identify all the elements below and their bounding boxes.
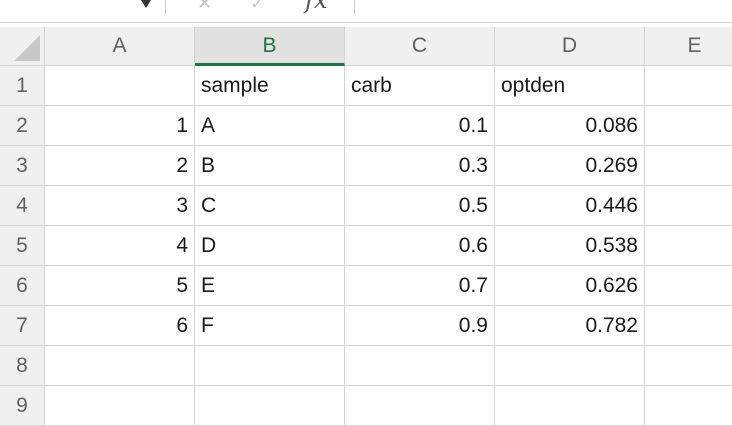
select-all-triangle-icon (14, 35, 40, 61)
cell-b6[interactable]: E (195, 266, 345, 306)
cell-c3[interactable]: 0.3 (345, 146, 495, 186)
cell-b7[interactable]: F (195, 306, 345, 346)
cancel-formula-icon[interactable]: ✕ (197, 0, 213, 13)
cell-c4[interactable]: 0.5 (345, 186, 495, 226)
cell-c1[interactable]: carb (345, 66, 495, 106)
cell-b3[interactable]: B (195, 146, 345, 186)
select-all-button[interactable] (0, 27, 45, 66)
cell-e2[interactable] (645, 106, 732, 146)
cell-a2[interactable]: 1 (45, 106, 195, 146)
cell-e1[interactable] (645, 66, 732, 106)
cell-d1[interactable]: optden (495, 66, 645, 106)
column-header-c[interactable]: C (345, 27, 495, 66)
cell-a3[interactable]: 2 (45, 146, 195, 186)
cell-a1[interactable] (45, 66, 195, 106)
cell-c2[interactable]: 0.1 (345, 106, 495, 146)
cell-d6[interactable]: 0.626 (495, 266, 645, 306)
cell-a7[interactable]: 6 (45, 306, 195, 346)
cell-e7[interactable] (645, 306, 732, 346)
cell-d3[interactable]: 0.269 (495, 146, 645, 186)
row-header-2[interactable]: 2 (0, 106, 45, 146)
row-header-7[interactable]: 7 (0, 306, 45, 346)
row-header-6[interactable]: 6 (0, 266, 45, 306)
cell-c8[interactable] (345, 346, 495, 386)
cell-c9[interactable] (345, 386, 495, 426)
insert-function-icon[interactable]: fx (305, 0, 328, 14)
cell-a8[interactable] (45, 346, 195, 386)
formula-bar-separator (165, 0, 166, 14)
name-box-dropdown-icon[interactable] (139, 0, 153, 12)
cell-c6[interactable]: 0.7 (345, 266, 495, 306)
row-header-3[interactable]: 3 (0, 146, 45, 186)
cell-c5[interactable]: 0.6 (345, 226, 495, 266)
cell-d9[interactable] (495, 386, 645, 426)
row-header-9[interactable]: 9 (0, 386, 45, 426)
column-header-e[interactable]: E (645, 27, 732, 66)
cell-e6[interactable] (645, 266, 732, 306)
column-header-d[interactable]: D (495, 27, 645, 66)
cell-e3[interactable] (645, 146, 732, 186)
cell-d5[interactable]: 0.538 (495, 226, 645, 266)
column-header-a[interactable]: A (45, 27, 195, 66)
cell-b2[interactable]: A (195, 106, 345, 146)
cell-e4[interactable] (645, 186, 732, 226)
cell-b8[interactable] (195, 346, 345, 386)
row-header-5[interactable]: 5 (0, 226, 45, 266)
cell-d4[interactable]: 0.446 (495, 186, 645, 226)
confirm-formula-icon[interactable]: ✓ (250, 0, 266, 13)
cell-e5[interactable] (645, 226, 732, 266)
row-header-8[interactable]: 8 (0, 346, 45, 386)
cell-e8[interactable] (645, 346, 732, 386)
cell-a4[interactable]: 3 (45, 186, 195, 226)
formula-bar: ✕ ✓ fx (0, 0, 732, 23)
row-header-1[interactable]: 1 (0, 66, 45, 106)
cell-a5[interactable]: 4 (45, 226, 195, 266)
cell-d8[interactable] (495, 346, 645, 386)
cell-d7[interactable]: 0.782 (495, 306, 645, 346)
cell-a6[interactable]: 5 (45, 266, 195, 306)
column-header-b[interactable]: B (195, 27, 345, 66)
formula-bar-separator (354, 0, 355, 14)
cell-b4[interactable]: C (195, 186, 345, 226)
cell-b9[interactable] (195, 386, 345, 426)
cell-d2[interactable]: 0.086 (495, 106, 645, 146)
cell-a9[interactable] (45, 386, 195, 426)
cell-e9[interactable] (645, 386, 732, 426)
cell-c7[interactable]: 0.9 (345, 306, 495, 346)
cell-b1[interactable]: sample (195, 66, 345, 106)
cell-b5[interactable]: D (195, 226, 345, 266)
row-header-4[interactable]: 4 (0, 186, 45, 226)
